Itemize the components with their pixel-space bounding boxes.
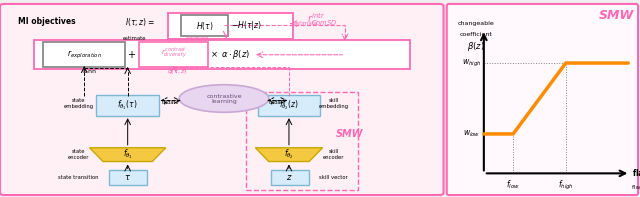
- Text: $r^{intr}_{ComSD}$: $r^{intr}_{ComSD}$: [307, 11, 338, 28]
- Text: state
embedding: state embedding: [63, 98, 93, 109]
- FancyBboxPatch shape: [257, 95, 321, 116]
- Text: state transition: state transition: [58, 175, 99, 180]
- FancyBboxPatch shape: [182, 15, 228, 36]
- Text: skill
encoder: skill encoder: [323, 149, 344, 160]
- Text: state
encoder: state encoder: [68, 149, 89, 160]
- Text: $f_{\theta_2}(z)$: $f_{\theta_2}(z)$: [279, 99, 299, 112]
- FancyBboxPatch shape: [168, 13, 293, 39]
- Polygon shape: [90, 148, 166, 162]
- Text: $\beta(z)$: $\beta(z)$: [467, 40, 485, 53]
- Text: $r_{exploration}$: $r_{exploration}$: [67, 49, 102, 61]
- Text: $w_{high}$: $w_{high}$: [462, 58, 482, 69]
- Text: $f_{high}$: $f_{high}$: [558, 179, 574, 192]
- Text: $f_{\theta_1}$: $f_{\theta_1}$: [123, 148, 132, 161]
- Text: MI objectives: MI objectives: [18, 17, 76, 26]
- Text: update: update: [161, 100, 179, 105]
- Text: estimate: estimate: [186, 36, 209, 41]
- Text: $\tau$: $\tau$: [124, 173, 131, 182]
- FancyBboxPatch shape: [42, 42, 125, 67]
- Text: skill vector: skill vector: [319, 175, 348, 180]
- Text: $f_{\theta_2}$: $f_{\theta_2}$: [284, 148, 294, 161]
- Text: $\alpha \cdot \beta(z)$: $\alpha \cdot \beta(z)$: [221, 48, 250, 61]
- Text: coefficient: coefficient: [460, 33, 492, 37]
- Ellipse shape: [179, 85, 269, 112]
- Text: SMW: SMW: [599, 9, 634, 22]
- Text: learning: learning: [211, 99, 237, 104]
- Text: $f_{low}$: $f_{low}$: [506, 179, 520, 191]
- FancyBboxPatch shape: [109, 170, 147, 185]
- Text: $H(\tau)$: $H(\tau)$: [196, 20, 214, 32]
- Text: $-H(\tau|z)$: $-H(\tau|z)$: [231, 19, 261, 32]
- Text: $r^{contrast}_{diversity}$: $r^{contrast}_{diversity}$: [161, 46, 187, 60]
- FancyBboxPatch shape: [96, 95, 159, 116]
- FancyBboxPatch shape: [271, 170, 309, 185]
- Text: update: update: [268, 100, 285, 105]
- Text: estimate: estimate: [123, 36, 146, 41]
- Text: $\mathbf{flag}(z)$: $\mathbf{flag}(z)$: [632, 167, 640, 180]
- Text: $f_{\theta_1}(\tau)$: $f_{\theta_1}(\tau)$: [117, 99, 138, 112]
- FancyBboxPatch shape: [447, 4, 638, 195]
- Text: skill
embedding: skill embedding: [319, 98, 349, 109]
- Text: estimate: estimate: [293, 21, 318, 26]
- Polygon shape: [255, 148, 323, 162]
- Text: flag variable: flag variable: [632, 185, 640, 190]
- Text: $\hat{q}(\tau,z)$: $\hat{q}(\tau,z)$: [166, 67, 188, 77]
- Text: $w_{low}$: $w_{low}$: [463, 129, 481, 139]
- Text: +: +: [127, 50, 135, 60]
- Text: $z$: $z$: [285, 173, 292, 182]
- Text: k-nn: k-nn: [83, 69, 97, 74]
- FancyBboxPatch shape: [34, 40, 410, 69]
- Text: contrastive: contrastive: [206, 94, 242, 99]
- Text: SMW: SMW: [336, 129, 363, 139]
- Text: changeable: changeable: [458, 21, 495, 26]
- FancyBboxPatch shape: [139, 42, 209, 67]
- Text: $I(\tau;z)=$: $I(\tau;z)=$: [125, 16, 156, 28]
- Text: $\times$: $\times$: [210, 50, 218, 59]
- FancyBboxPatch shape: [0, 4, 444, 195]
